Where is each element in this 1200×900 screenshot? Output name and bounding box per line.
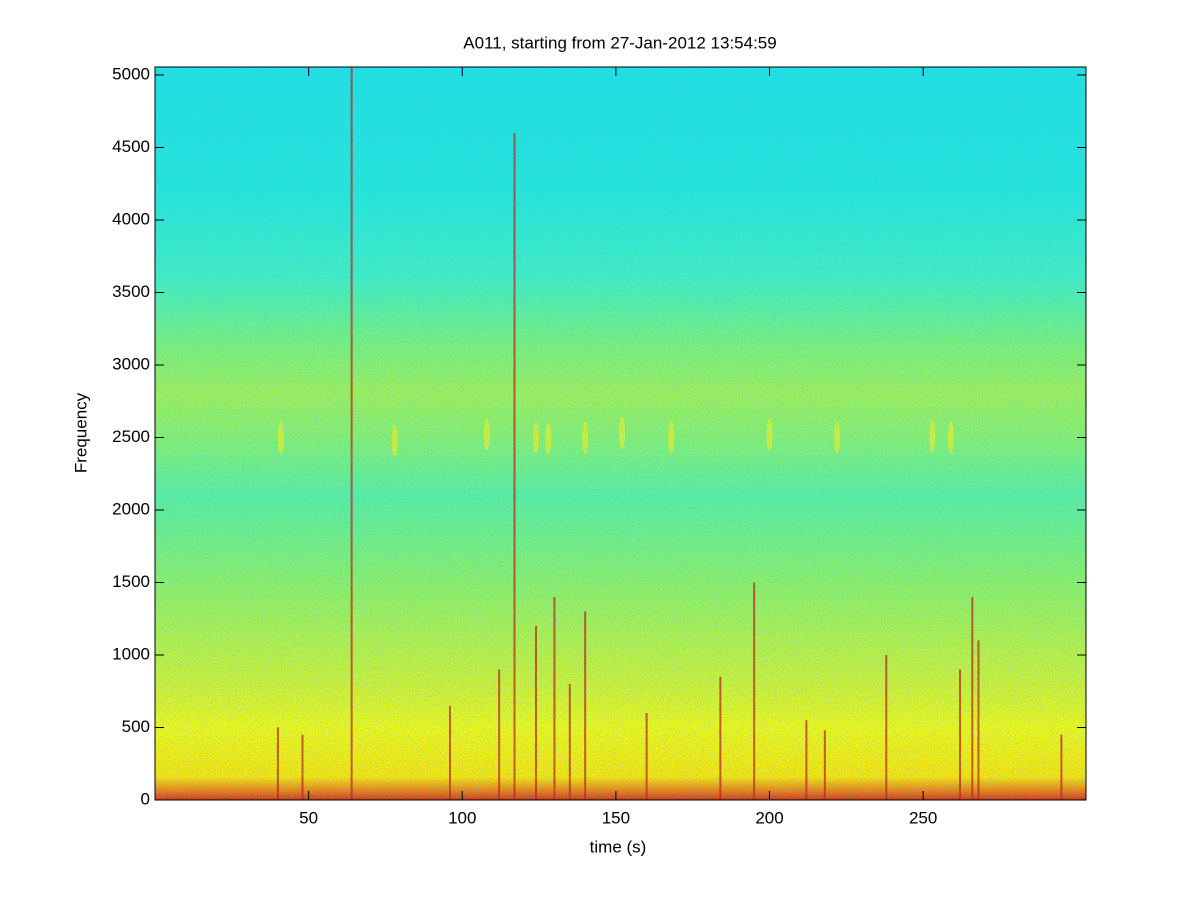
y-tick-label: 4000 bbox=[112, 209, 150, 228]
y-tick-label: 2000 bbox=[112, 499, 150, 518]
y-tick-label: 3500 bbox=[112, 282, 150, 301]
y-tick-label: 3000 bbox=[112, 354, 150, 373]
plot-area bbox=[155, 67, 1086, 800]
y-tick-label: 2500 bbox=[112, 427, 150, 446]
x-axis-label: time (s) bbox=[590, 837, 647, 856]
x-tick-label: 50 bbox=[299, 808, 318, 827]
y-tick-label: 1000 bbox=[112, 644, 150, 663]
y-tick-label: 0 bbox=[141, 789, 150, 808]
y-tick-label: 4500 bbox=[112, 137, 150, 156]
y-axis-label: Frequency bbox=[71, 392, 90, 473]
y-tick-label: 5000 bbox=[112, 64, 150, 83]
plot-frame bbox=[154, 66, 1087, 801]
x-tick-label: 200 bbox=[755, 808, 783, 827]
chart-title: A011, starting from 27-Jan-2012 13:54:59 bbox=[463, 33, 776, 52]
y-tick-label: 1500 bbox=[112, 572, 150, 591]
x-tick-label: 250 bbox=[909, 808, 937, 827]
x-tick-label: 150 bbox=[602, 808, 630, 827]
x-tick-label: 100 bbox=[448, 808, 476, 827]
y-tick-label: 500 bbox=[122, 717, 150, 736]
noise-texture bbox=[155, 67, 1086, 800]
